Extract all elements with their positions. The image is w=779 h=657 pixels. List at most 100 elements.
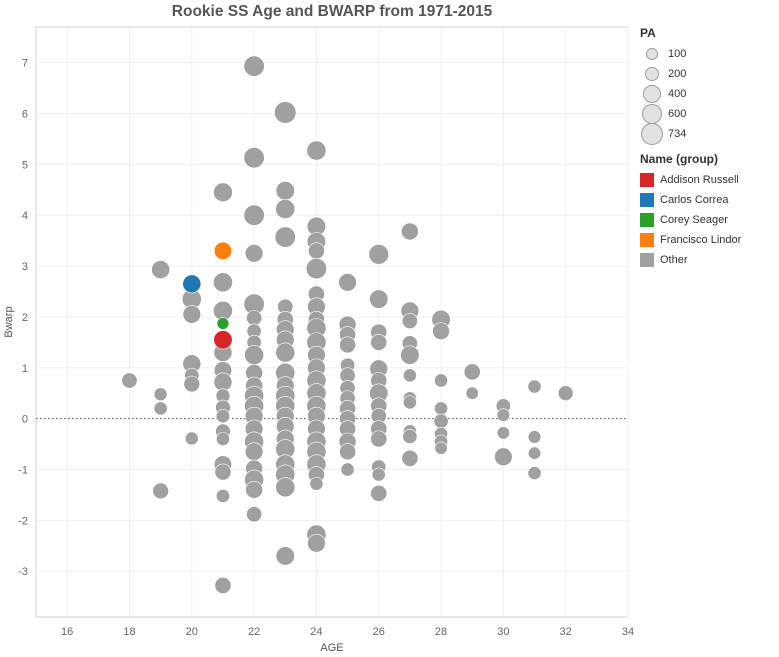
data-point [368,244,389,265]
data-point [402,368,417,383]
data-point [401,222,419,241]
data-point [400,345,420,365]
data-point [527,446,542,460]
color-legend-label: Francisco Lindor [660,234,742,246]
data-point [275,342,296,363]
data-point [215,409,230,424]
data-point [432,322,450,340]
y-tick-label: 6 [22,108,28,120]
data-point [402,428,418,444]
size-legend-title: PA [640,26,656,40]
data-point [275,199,296,219]
data-point [369,289,389,309]
color-legend-item[interactable]: Corey Seager [640,210,741,230]
data-point [527,430,542,444]
x-tick-label: 18 [123,626,135,638]
x-tick-label: 34 [622,626,634,638]
data-point [434,441,448,455]
color-legend-label: Other [660,254,688,266]
data-points [121,55,574,594]
y-tick-label: 1 [22,363,28,375]
data-point [496,408,511,422]
data-point [246,309,263,326]
data-point [305,258,327,280]
data-point [213,182,233,203]
data-point [433,413,449,429]
data-point [370,430,388,448]
y-tick-label: 0 [22,414,28,426]
y-tick-label: -1 [18,465,28,477]
size-legend-item: 400 [640,84,686,104]
color-legend-item[interactable]: Francisco Lindor [640,230,741,250]
data-point [152,482,169,500]
data-point [309,476,324,491]
color-legend-swatch [640,213,654,227]
data-point [243,55,265,77]
size-legend-item: 600 [640,103,687,125]
y-tick-label: -3 [18,566,28,578]
size-legend: PA 100 200 400 600 734 [640,26,687,145]
data-point [402,395,417,410]
data-point [213,241,233,260]
data-point [153,401,168,416]
size-legend-label: 600 [668,108,687,120]
data-point [308,242,325,260]
x-tick-label: 30 [497,626,509,638]
color-legend-item[interactable]: Addison Russell [640,170,741,190]
data-point [182,274,202,294]
data-point [153,387,168,402]
size-legend-circle [641,103,663,125]
data-point [151,260,170,279]
data-point [275,546,295,566]
size-legend-label: 100 [668,48,687,60]
data-point [494,447,513,466]
data-point [496,426,510,440]
size-legend-label: 400 [668,88,687,100]
data-point [275,477,296,498]
x-tick-label: 16 [61,626,73,638]
x-tick-label: 26 [373,626,385,638]
data-point [307,534,326,553]
data-point [371,467,386,482]
color-legend-label: Corey Seager [660,214,728,226]
data-point [370,484,388,502]
data-point [182,305,201,324]
data-point [246,506,263,523]
data-point [244,345,265,365]
data-point [557,385,574,401]
data-point [274,226,296,248]
color-legend-title: Name (group) [640,152,718,166]
size-legend-circle [646,48,658,60]
color-legend-item[interactable]: Carlos Correa [640,190,741,210]
size-legend-item: 734 [640,123,687,145]
x-axis-label: AGE [320,642,343,654]
color-legend-label: Carlos Correa [660,194,729,206]
data-point [216,489,230,503]
data-point [434,401,448,416]
y-tick-label: 5 [22,159,28,171]
data-point [243,147,265,169]
x-tick-label: 20 [186,626,198,638]
data-point [339,336,356,354]
data-point [306,140,327,161]
data-point [527,379,542,394]
size-legend-item: 100 [640,44,686,64]
y-axis-label: Bwarp [3,306,15,337]
data-point [183,375,201,393]
data-point [214,577,232,594]
size-legend-circle [644,66,660,82]
data-point [275,181,295,201]
color-legend-swatch [640,173,654,187]
color-legend-item[interactable]: Other [640,250,741,270]
data-point [527,466,542,480]
data-point [401,313,418,329]
size-legend-label: 734 [668,128,687,140]
y-tick-label: 4 [22,210,28,222]
data-point [243,204,265,226]
data-point [339,443,356,461]
data-point [214,463,232,481]
data-point [244,442,264,461]
color-legend-swatch [640,253,654,267]
y-tick-label: -2 [18,515,28,527]
